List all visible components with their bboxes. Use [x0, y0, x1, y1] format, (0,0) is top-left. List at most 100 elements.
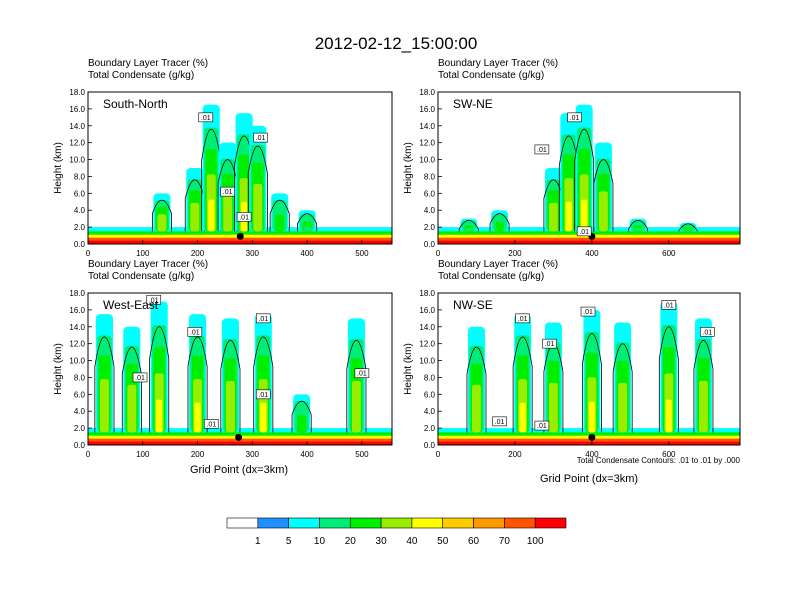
x-tick-label: 200: [508, 450, 522, 459]
colorbar-swatch-10: [534, 517, 567, 529]
y-tick-label: 8.0: [424, 172, 436, 181]
tracer-column-6-shell-4: [700, 403, 707, 433]
y-tick-label: 0.0: [424, 441, 436, 450]
surface-band-4: [88, 240, 392, 244]
plot-area: .01 .01 .01 .01 .01 .01 .01: [88, 293, 392, 445]
contour-label-box-4: [699, 327, 715, 337]
y-tick-label: 2.0: [424, 223, 436, 232]
y-tick-label: 16.0: [69, 306, 85, 315]
tracer-column-1-shell-4: [496, 226, 503, 232]
colorbar-label-5: 40: [406, 536, 418, 547]
tracer-column-5-shell-4: [665, 399, 672, 433]
y-tick-label: 10.0: [69, 357, 85, 366]
contour-label-box-1: [534, 144, 550, 155]
x-tick-label: 500: [355, 450, 369, 459]
condensate-contour-5: [593, 159, 614, 232]
contour-label-0: .01: [570, 115, 580, 122]
contour-label-4: .01: [258, 392, 268, 399]
contour-label-box-0: [146, 294, 162, 305]
x-tick-label: 500: [355, 249, 369, 258]
y-tick-label: 16.0: [419, 306, 435, 315]
condensate-contour-3: [187, 336, 208, 433]
colorbar-label-2: 10: [314, 536, 326, 547]
contour-label-5: .01: [495, 419, 505, 426]
y-tick-label: 12.0: [69, 340, 85, 349]
tracer-column-4-shell-4: [581, 199, 588, 232]
colorbar-label-1: 5: [286, 536, 292, 547]
x-tick-label: 300: [246, 249, 260, 258]
y-tick-label: 12.0: [69, 139, 85, 148]
tracer-column-5-shell-4: [260, 402, 267, 433]
y-tick-label: 0.0: [424, 240, 436, 249]
x-tick-label: 0: [86, 450, 91, 459]
condensate-contour-0: [94, 336, 115, 433]
contour-label-box-5: [203, 419, 219, 429]
contour-label-1: .01: [190, 329, 200, 336]
plot-area: .01 .01 .01 .01 .01 .01 .01: [438, 293, 740, 445]
condensate-contour-4: [220, 339, 241, 433]
x-tick-label: 200: [508, 249, 522, 258]
contour-label-box-2: [220, 186, 235, 197]
tracer-column-0-shell-4: [101, 402, 108, 433]
surface-marker: [235, 433, 243, 441]
condensate-contour-7: [346, 339, 367, 433]
y-tick-label: 10.0: [419, 357, 435, 366]
panel-label: South-North: [103, 97, 168, 111]
y-axis-label: Height (km): [53, 142, 64, 194]
surface-band-4: [438, 441, 740, 445]
panel-header-tracer: Boundary Layer Tracer (%): [88, 259, 208, 270]
condensate-contour-4: [574, 128, 595, 232]
x-tick-label: 0: [86, 249, 91, 258]
plot-frame: [437, 91, 741, 245]
colorbar-label-0: 1: [255, 536, 261, 547]
condensate-contour-4: [612, 343, 633, 433]
y-tick-label: 18.0: [419, 289, 435, 298]
contour-label-box-6: [534, 420, 550, 431]
y-tick-label: 4.0: [424, 407, 436, 416]
condensate-contour-6: [269, 199, 290, 232]
panel-label: NW-SE: [453, 298, 493, 312]
condensate-contour-7: [678, 223, 698, 232]
tracer-column-7-shell-4: [353, 403, 360, 433]
contour-label-1: .01: [537, 147, 547, 154]
colorbar-swatch-7: [442, 517, 474, 529]
colorbar-label-6: 50: [437, 536, 449, 547]
condensate-contour-1: [121, 346, 142, 433]
surface-band-4: [88, 441, 392, 445]
contour-label-2: .01: [135, 375, 145, 382]
panel-label: West-East: [103, 298, 159, 312]
y-axis-label: Height (km): [403, 142, 414, 194]
colorbar-swatch-2: [288, 517, 320, 529]
plot-area: .01 .01 .01 .01: [88, 92, 392, 244]
plot-frame: [87, 91, 393, 245]
condensate-contour-0: [458, 219, 479, 232]
y-tick-label: 0.0: [74, 240, 86, 249]
x-axis-label-right: Grid Point (dx=3km): [540, 473, 638, 485]
contour-label-6: .01: [357, 371, 367, 378]
x-tick-label: 400: [585, 450, 599, 459]
tracer-column-4-shell-4: [227, 403, 234, 433]
colorbar: 1 5 10 20 30 40 50 60 70 100: [226, 517, 567, 547]
plot-frame: [87, 292, 393, 446]
y-tick-label: 4.0: [74, 407, 86, 416]
colorbar-swatch-9: [504, 517, 536, 529]
contour-label-6: .01: [537, 423, 547, 430]
panel-3: Boundary Layer Tracer (%)Total Condensat…: [403, 259, 741, 459]
tracer-column-2-shell-4: [550, 215, 557, 232]
colorbar-swatch-4: [349, 517, 382, 529]
panel-label: SW-NE: [453, 97, 493, 111]
tracer-column-6-shell-4: [276, 221, 283, 232]
contour-label-box-2: [576, 226, 592, 237]
contour-label-1: .01: [256, 135, 266, 142]
colorbar-label-4: 30: [376, 536, 388, 547]
y-tick-label: 14.0: [419, 323, 435, 332]
condensate-contour-6: [693, 339, 714, 433]
y-tick-label: 12.0: [419, 340, 435, 349]
x-tick-label: 0: [436, 249, 441, 258]
tracer-column-1-shell-4: [128, 405, 135, 433]
contour-label-1: .01: [545, 341, 555, 348]
tracer-column-2-shell-4: [208, 199, 215, 232]
y-tick-label: 18.0: [69, 88, 85, 97]
contour-label-5: .01: [206, 421, 216, 428]
